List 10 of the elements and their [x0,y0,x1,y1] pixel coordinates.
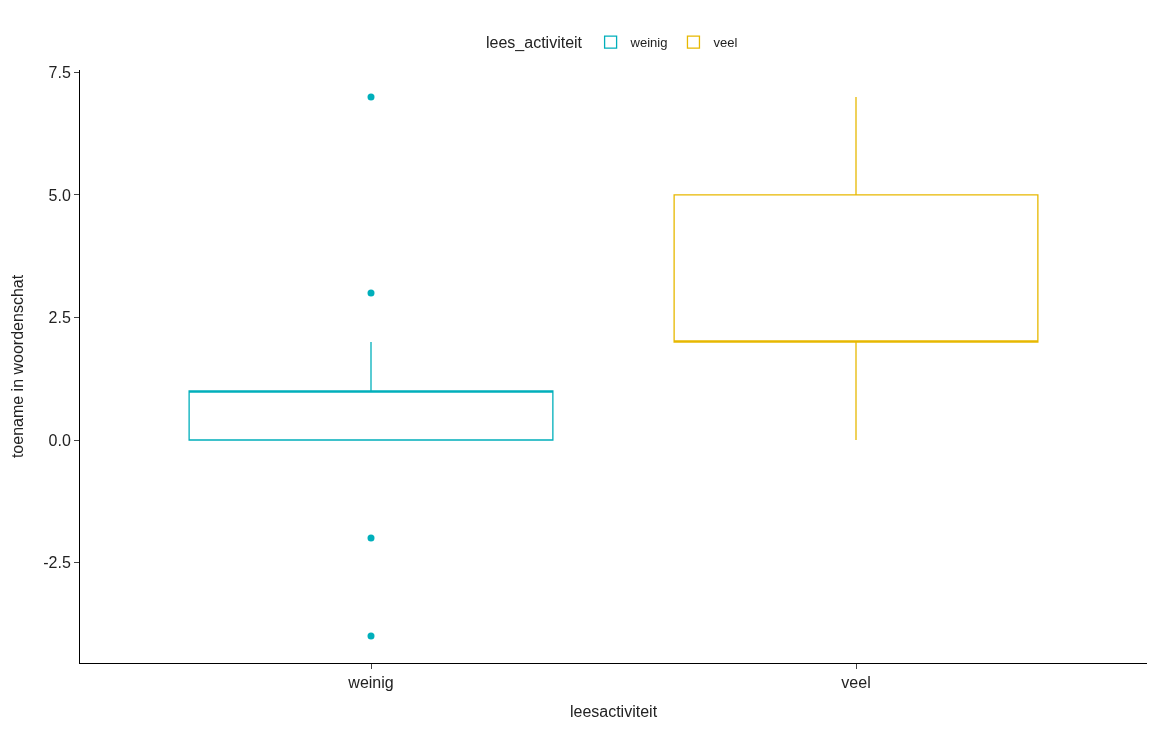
legend-title: lees_activiteit [486,33,583,52]
y-tick-label: 7.5 [48,64,71,82]
y-tick-label: 0.0 [48,431,71,449]
y-axis-title: toename in woordenschat [9,274,27,459]
x-axis-title: leesactiviteit [569,702,658,720]
y-tick-label: 2.5 [48,309,71,327]
legend-label: weinig [629,35,668,51]
legend-label: veel [713,35,738,51]
y-tick-label: 5.0 [48,186,71,204]
y-tick-label: -2.5 [43,554,71,572]
